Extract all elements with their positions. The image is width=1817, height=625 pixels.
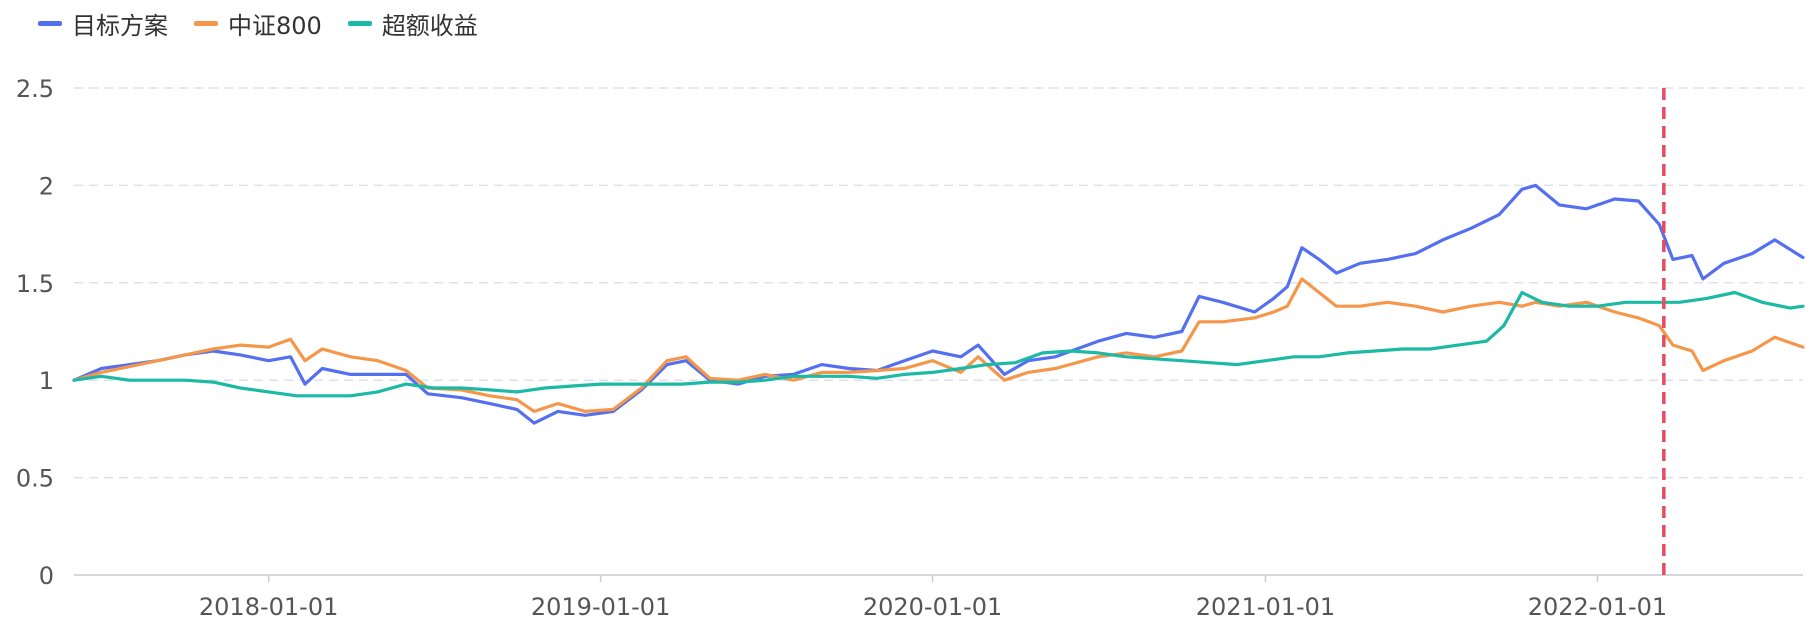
x-tick-label: 2021-01-01 — [1196, 593, 1335, 621]
legend-label-csi800: 中证800 — [228, 12, 322, 40]
y-tick-label: 0.5 — [16, 465, 54, 493]
x-axis: 2018-01-01 2019-01-01 2020-01-01 2021-01-01… — [74, 574, 1803, 621]
legend-item-target-plan[interactable]: 目标方案 — [38, 6, 168, 41]
legend-item-csi800[interactable]: 中证800 — [194, 6, 322, 41]
y-tick-label: 2.5 — [16, 75, 54, 103]
x-tick-label: 2018-01-01 — [199, 593, 338, 621]
series-line-2 — [72, 290, 1805, 398]
legend-swatch-target-plan — [38, 21, 62, 26]
x-tick-label: 2022-01-01 — [1528, 593, 1667, 621]
legend-swatch-csi800 — [194, 21, 218, 26]
y-tick-label: 1 — [39, 367, 54, 395]
y-tick-label: 2 — [39, 172, 54, 200]
y-axis: 0 0.5 1 1.5 2 2.5 — [16, 75, 54, 590]
legend-item-excess-return[interactable]: 超额收益 — [347, 6, 478, 41]
x-tick-label: 2020-01-01 — [863, 593, 1002, 621]
y-tick-label: 1.5 — [16, 270, 54, 298]
x-tick-label: 2019-01-01 — [531, 593, 670, 621]
legend-label-target-plan: 目标方案 — [72, 12, 168, 40]
series-line-0 — [72, 183, 1805, 425]
legend-swatch-excess-return — [347, 21, 372, 26]
series-line-1 — [72, 277, 1805, 413]
grid-lines — [74, 87, 1803, 479]
series-lines — [72, 183, 1805, 425]
legend-label-excess-return: 超额收益 — [381, 12, 478, 40]
y-tick-label: 0 — [39, 562, 54, 590]
chart-legend: 目标方案 中证800 超额收益 — [38, 6, 478, 41]
